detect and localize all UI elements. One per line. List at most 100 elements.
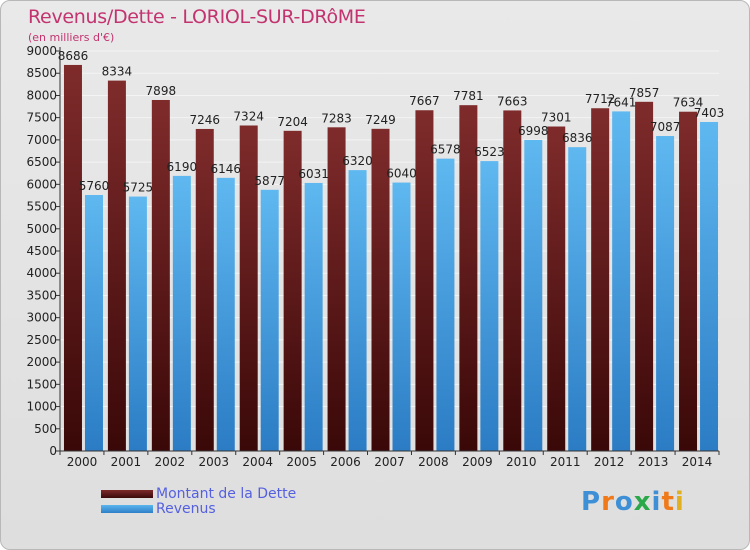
- chart-subtitle: (en milliers d'€): [28, 31, 115, 44]
- data-label-debt: 7857: [629, 86, 660, 100]
- bar-revenue: [304, 182, 323, 451]
- y-tick-label: 8000: [26, 88, 57, 102]
- chart-title: Revenus/Dette - LORIOL-SUR-DRôME: [28, 6, 366, 28]
- bars: [63, 64, 719, 452]
- bar-debt: [195, 128, 214, 451]
- data-label-debt: 7667: [409, 94, 440, 108]
- data-label-debt: 7204: [277, 115, 308, 129]
- x-tick-label: 2003: [198, 455, 229, 469]
- x-tick-label: 2001: [111, 455, 142, 469]
- bar-revenue: [524, 139, 543, 451]
- bar-revenue: [128, 196, 147, 451]
- bar-revenue: [436, 158, 455, 451]
- x-tick-label: 2013: [638, 455, 669, 469]
- bar-revenue: [348, 170, 367, 451]
- logo-letter: t: [661, 487, 675, 517]
- y-tick-label: 1000: [26, 400, 57, 414]
- x-tick-label: 2004: [242, 455, 273, 469]
- bar-revenue: [480, 161, 499, 452]
- data-label-revenue: 5877: [254, 174, 285, 188]
- bar-revenue: [260, 189, 279, 452]
- data-label-debt: 7283: [321, 111, 352, 125]
- data-label-revenue: 6031: [298, 167, 329, 181]
- bar-revenue: [656, 136, 675, 451]
- bar-revenue: [612, 111, 631, 452]
- legend-swatch-debt: [101, 490, 153, 498]
- data-label-revenue: 7403: [694, 106, 725, 120]
- axes: 0 500 1000 1500 2000 2500 3000 3500 4000 4500 5000…: [26, 44, 720, 469]
- bar-revenue: [84, 195, 103, 451]
- logo-letter: o: [614, 487, 634, 517]
- proxiti-logo: Proxiti: [581, 487, 685, 517]
- y-tick-label: 4000: [26, 266, 57, 280]
- y-tick-label: 3500: [26, 288, 57, 302]
- data-label-revenue: 5725: [123, 181, 154, 195]
- x-tick-label: 2007: [374, 455, 405, 469]
- x-tick-label: 2010: [506, 455, 537, 469]
- bar-debt: [503, 110, 522, 451]
- bar-revenue: [216, 177, 235, 451]
- data-label-debt: 7898: [146, 84, 177, 98]
- data-label-debt: 8334: [102, 65, 133, 79]
- y-tick-label: 3000: [26, 311, 57, 325]
- data-label-revenue: 6998: [518, 124, 549, 138]
- x-tick-label: 2006: [330, 455, 361, 469]
- y-tick-label: 5000: [26, 222, 57, 236]
- x-tick-label: 2008: [418, 455, 449, 469]
- bar-debt: [415, 110, 434, 451]
- data-label-revenue: 6040: [386, 167, 417, 181]
- legend-swatch-revenue: [101, 505, 153, 513]
- data-label-revenue: 6146: [210, 162, 241, 176]
- x-tick-label: 2014: [682, 455, 713, 469]
- logo-letter: r: [601, 487, 615, 517]
- legend-label-revenue: Revenus: [156, 501, 216, 517]
- bar-revenue: [172, 175, 191, 451]
- bar-debt: [63, 64, 82, 451]
- y-tick-label: 4500: [26, 244, 57, 258]
- data-label-revenue: 6320: [342, 154, 373, 168]
- y-tick-label: 2500: [26, 333, 57, 347]
- data-label-revenue: 7641: [606, 95, 637, 109]
- y-tick-label: 6500: [26, 155, 57, 169]
- data-label-debt: 7712: [585, 92, 616, 106]
- y-tick-label: 7000: [26, 133, 57, 147]
- bar-debt: [459, 105, 478, 451]
- bar-debt: [371, 128, 390, 452]
- data-label-debt: 7324: [233, 109, 264, 123]
- data-label-debt: 7301: [541, 111, 572, 125]
- data-label-revenue: 7087: [650, 120, 681, 134]
- data-label-revenue: 6836: [562, 131, 593, 145]
- bar-revenue: [392, 182, 411, 452]
- bar-debt: [547, 126, 566, 451]
- data-label-debt: 7634: [673, 96, 704, 110]
- bar-debt: [591, 108, 610, 451]
- y-tick-label: 500: [34, 422, 57, 436]
- y-tick-label: 5500: [26, 200, 57, 214]
- y-tick-label: 1500: [26, 377, 57, 391]
- bar-debt: [327, 127, 346, 452]
- data-label-revenue: 6578: [430, 143, 461, 157]
- x-tick-label: 2012: [594, 455, 625, 469]
- data-label-debt: 7781: [453, 89, 484, 103]
- bar-debt: [239, 125, 258, 451]
- x-tick-label: 2009: [462, 455, 493, 469]
- logo-letter: i: [651, 487, 662, 517]
- y-tick-label: 0: [49, 444, 57, 458]
- data-label-revenue: 5760: [79, 179, 110, 193]
- y-tick-label: 8500: [26, 66, 57, 80]
- data-label-debt: 8686: [58, 49, 89, 63]
- logo-letter: i: [674, 487, 685, 517]
- bar-debt: [679, 111, 698, 451]
- x-tick-label: 2002: [155, 455, 186, 469]
- data-label-revenue: 6523: [474, 145, 505, 159]
- bar-revenue: [568, 147, 587, 451]
- y-tick-label: 6000: [26, 177, 57, 191]
- data-label-debt: 7663: [497, 94, 528, 108]
- data-label-debt: 7249: [365, 113, 396, 127]
- y-tick-label: 2000: [26, 355, 57, 369]
- data-label-debt: 7246: [189, 113, 220, 127]
- logo-letter: x: [633, 487, 652, 517]
- bar-debt: [151, 99, 170, 451]
